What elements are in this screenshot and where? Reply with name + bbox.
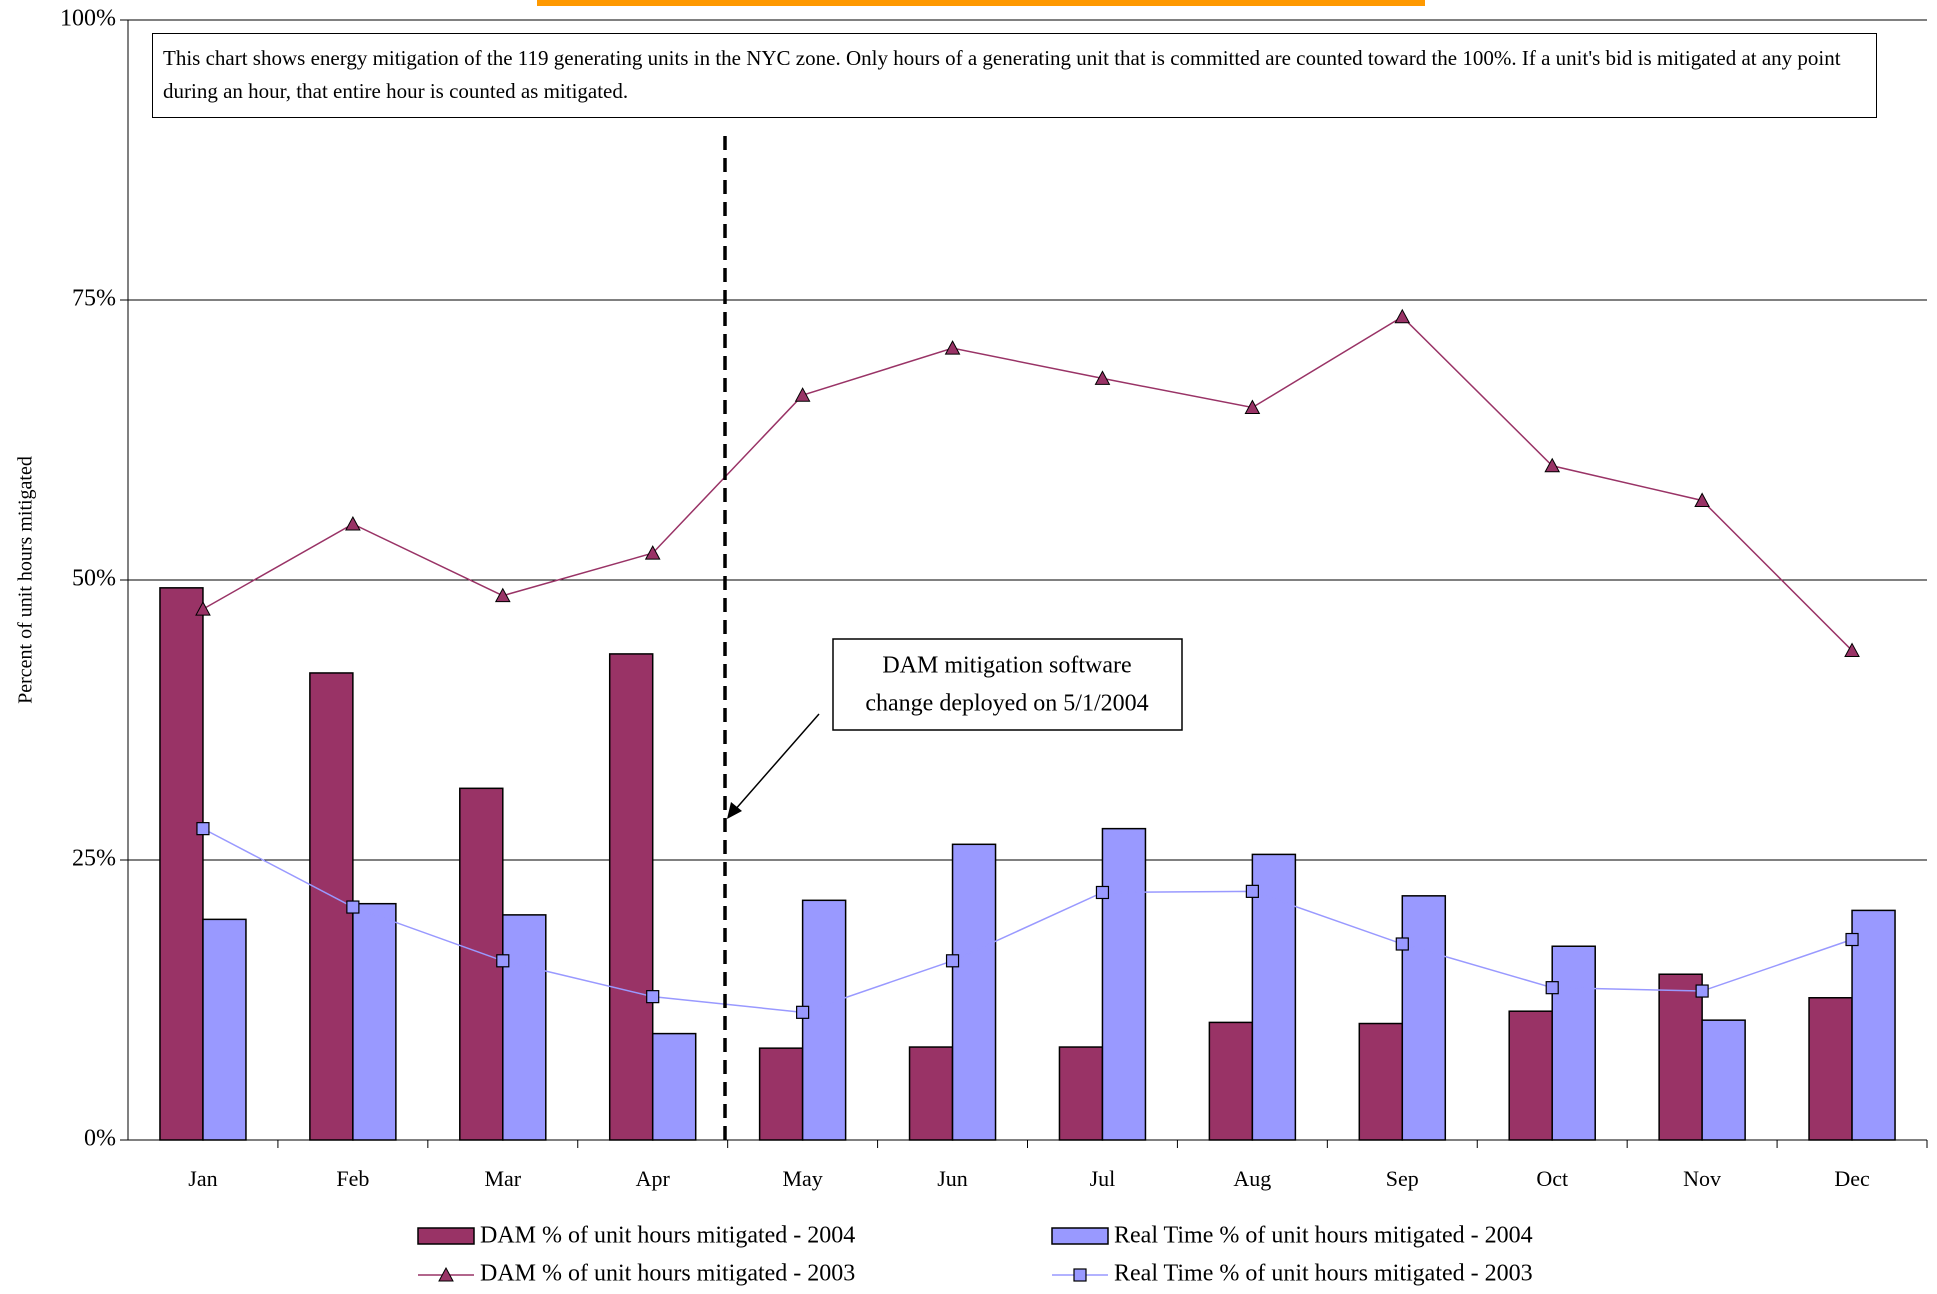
bar (1808, 997, 1853, 1141)
bar (651, 1032, 697, 1141)
bar (309, 672, 354, 1141)
line-marker (646, 990, 660, 1004)
bar (908, 1046, 954, 1141)
line (202, 827, 1853, 1014)
x-tick-label: Dec (1834, 1166, 1870, 1191)
bar (502, 914, 547, 1141)
x-tick-label: Oct (1536, 1166, 1568, 1191)
line-marker (346, 900, 360, 914)
bar (1508, 1010, 1553, 1141)
legend-label: DAM % of unit hours mitigated - 2004 (480, 1223, 855, 1249)
legend-marker (1073, 1268, 1087, 1282)
y-tick-label: 100% (60, 6, 116, 32)
line-marker (644, 545, 661, 560)
line-marker (1545, 981, 1559, 995)
annotation-arrow (733, 713, 820, 812)
bar (1251, 853, 1297, 1141)
x-tick-label: Apr (636, 1166, 671, 1191)
bar (1401, 895, 1447, 1141)
bar (951, 843, 997, 1141)
bar (1358, 1022, 1404, 1141)
bar (1101, 827, 1147, 1141)
line-marker (794, 387, 811, 402)
line-marker (195, 601, 211, 616)
x-tick-label: Aug (1233, 1166, 1271, 1191)
line-marker (1845, 932, 1859, 947)
legend-label: Real Time % of unit hours mitigated - 20… (1114, 1261, 1533, 1287)
bar (1208, 1021, 1254, 1141)
legend-marker (438, 1266, 454, 1282)
line-marker (1695, 984, 1709, 998)
line-marker (1844, 642, 1860, 658)
bar (1701, 1019, 1746, 1141)
line-marker (1094, 370, 1111, 385)
legend-label: Real Time % of unit hours mitigated - 20… (1114, 1223, 1533, 1249)
y-axis-label: Percent of unit hours mitigated (15, 456, 37, 704)
x-tick-label: May (782, 1166, 822, 1191)
line-marker (1095, 885, 1110, 900)
line-marker (496, 954, 510, 968)
bar (1058, 1046, 1104, 1141)
line-marker (1694, 492, 1710, 507)
x-tick-label: Sep (1386, 1166, 1419, 1191)
x-tick-label: Feb (336, 1166, 369, 1191)
bar (459, 787, 504, 1141)
y-tick-label: 25% (72, 846, 116, 872)
legend-swatch (1051, 1227, 1109, 1245)
line-marker (345, 515, 361, 531)
y-tick-label: 0% (84, 1126, 116, 1152)
annotation-arrowhead (727, 802, 742, 819)
line-marker (1394, 308, 1411, 324)
legend-swatch (417, 1227, 475, 1245)
bar (352, 902, 397, 1141)
x-tick-label: Jul (1090, 1166, 1116, 1191)
x-tick-label: Jun (937, 1166, 968, 1191)
bar (1851, 909, 1896, 1141)
line (202, 315, 1853, 652)
line-marker (945, 954, 960, 968)
line-marker (1395, 937, 1409, 951)
annotation-box (832, 638, 1183, 731)
bar (1658, 973, 1703, 1141)
line-marker (494, 587, 511, 603)
legend-label: DAM % of unit hours mitigated - 2003 (480, 1261, 855, 1287)
bar (801, 899, 847, 1141)
x-tick-label: Mar (484, 1166, 521, 1191)
line-marker (796, 1005, 810, 1019)
bar (1551, 945, 1596, 1141)
line-marker (196, 822, 210, 836)
bar (608, 653, 654, 1141)
top-banner (537, 0, 1425, 6)
line-marker (1244, 399, 1261, 415)
bar (159, 587, 204, 1141)
chart-note: This chart shows energy mitigation of th… (152, 33, 1877, 118)
y-tick-label: 75% (72, 286, 116, 312)
y-tick-label: 50% (72, 566, 116, 592)
annotation-text: DAM mitigation software (882, 653, 1131, 679)
bar (202, 918, 247, 1141)
line-marker (1544, 457, 1561, 473)
line-marker (944, 340, 961, 355)
x-tick-label: Jan (188, 1166, 217, 1191)
x-tick-label: Nov (1683, 1166, 1721, 1191)
annotation-text: change deployed on 5/1/2004 (865, 691, 1148, 717)
bar (758, 1047, 804, 1141)
line-marker (1245, 884, 1259, 898)
